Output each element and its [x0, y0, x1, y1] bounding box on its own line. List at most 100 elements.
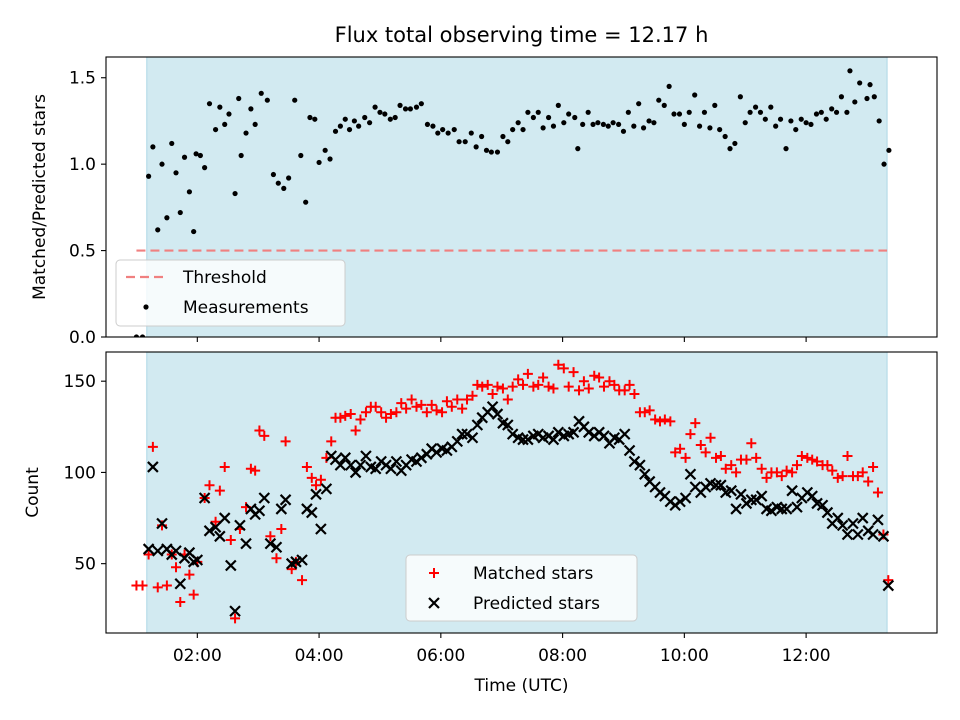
- data-point: [631, 123, 637, 129]
- data-point: [175, 596, 186, 607]
- data-point: [572, 114, 578, 121]
- data-point: [651, 120, 657, 126]
- data-point: [212, 126, 219, 133]
- data-point: [253, 504, 266, 517]
- data-point: [411, 401, 422, 412]
- data-point: [656, 97, 662, 103]
- data-point: [867, 528, 879, 541]
- data-point: [326, 436, 337, 447]
- data-point: [715, 451, 726, 462]
- data-point: [659, 414, 670, 425]
- data-point: [488, 149, 494, 155]
- data-point: [161, 580, 172, 591]
- series-predicted-stars: [142, 400, 895, 617]
- data-point: [252, 121, 258, 128]
- data-point: [139, 334, 146, 337]
- legend-predicted-swatch: [428, 597, 440, 609]
- data-point: [382, 111, 388, 117]
- data-point: [788, 118, 794, 124]
- data-point: [342, 116, 348, 122]
- data-point: [401, 403, 412, 414]
- data-point: [816, 499, 829, 512]
- data-point: [258, 492, 271, 504]
- data-point: [727, 146, 733, 152]
- data-point: [796, 451, 807, 462]
- data-point: [505, 139, 511, 145]
- data-point: [720, 463, 731, 474]
- data-point: [802, 452, 813, 463]
- data-point: [680, 452, 691, 463]
- axes-frame: [105, 351, 938, 634]
- data-point: [833, 109, 840, 115]
- data-point: [666, 83, 672, 89]
- data-point: [881, 161, 887, 167]
- legend-threshold-label: Threshold: [182, 268, 267, 288]
- data-point: [402, 106, 409, 112]
- data-point: [218, 512, 231, 524]
- data-point: [522, 433, 534, 446]
- data-point: [191, 228, 197, 235]
- y-tick-label: 0.0: [69, 328, 96, 348]
- data-point: [639, 468, 651, 481]
- data-point: [746, 438, 757, 449]
- data-point: [354, 459, 367, 471]
- data-point: [482, 379, 493, 390]
- data-point: [377, 109, 383, 115]
- data-point: [406, 394, 417, 405]
- data-point: [582, 426, 595, 439]
- data-point: [258, 90, 264, 96]
- data-point: [589, 370, 600, 381]
- data-point: [385, 463, 397, 475]
- data-point: [177, 209, 183, 216]
- data-point: [472, 379, 483, 390]
- data-point: [133, 334, 140, 337]
- data-point: [349, 466, 362, 479]
- data-point: [305, 506, 318, 519]
- data-point: [852, 528, 864, 541]
- data-point: [605, 123, 611, 129]
- data-point: [530, 114, 536, 121]
- legend: Matched stars Predicted stars: [405, 554, 638, 622]
- legend-measurements-label: Measurements: [183, 298, 309, 318]
- data-point: [838, 94, 845, 100]
- data-point: [547, 433, 560, 446]
- data-point: [416, 399, 427, 410]
- data-point: [628, 455, 641, 468]
- data-point: [351, 118, 357, 124]
- data-point: [773, 123, 779, 129]
- data-point: [387, 116, 393, 122]
- data-point: [823, 116, 829, 122]
- data-point: [298, 152, 304, 159]
- data-point: [312, 116, 318, 122]
- data-point: [882, 579, 895, 592]
- data-point: [807, 454, 818, 465]
- data-point: [535, 109, 541, 115]
- data-point: [598, 381, 609, 392]
- data-point: [346, 126, 353, 133]
- data-point: [548, 383, 559, 394]
- data-point: [883, 575, 894, 586]
- data-point: [198, 492, 211, 504]
- data-point: [250, 465, 261, 476]
- data-point: [711, 452, 722, 463]
- x-tick-label: 12:00: [782, 646, 831, 666]
- data-point: [674, 495, 686, 508]
- data-point: [356, 123, 362, 129]
- data-point: [307, 114, 313, 121]
- data-point: [301, 461, 312, 472]
- data-point: [791, 501, 803, 513]
- data-point: [868, 461, 879, 472]
- data-point: [722, 133, 728, 140]
- data-point: [360, 407, 371, 418]
- data-point: [543, 381, 554, 392]
- data-point: [528, 381, 539, 392]
- data-point: [629, 388, 640, 399]
- data-point: [715, 479, 727, 491]
- data-point: [836, 519, 849, 532]
- data-point: [520, 126, 526, 133]
- data-point: [367, 120, 373, 126]
- data-point: [155, 227, 161, 233]
- data-point: [303, 199, 309, 205]
- data-point: [174, 577, 187, 590]
- data-point: [856, 512, 869, 524]
